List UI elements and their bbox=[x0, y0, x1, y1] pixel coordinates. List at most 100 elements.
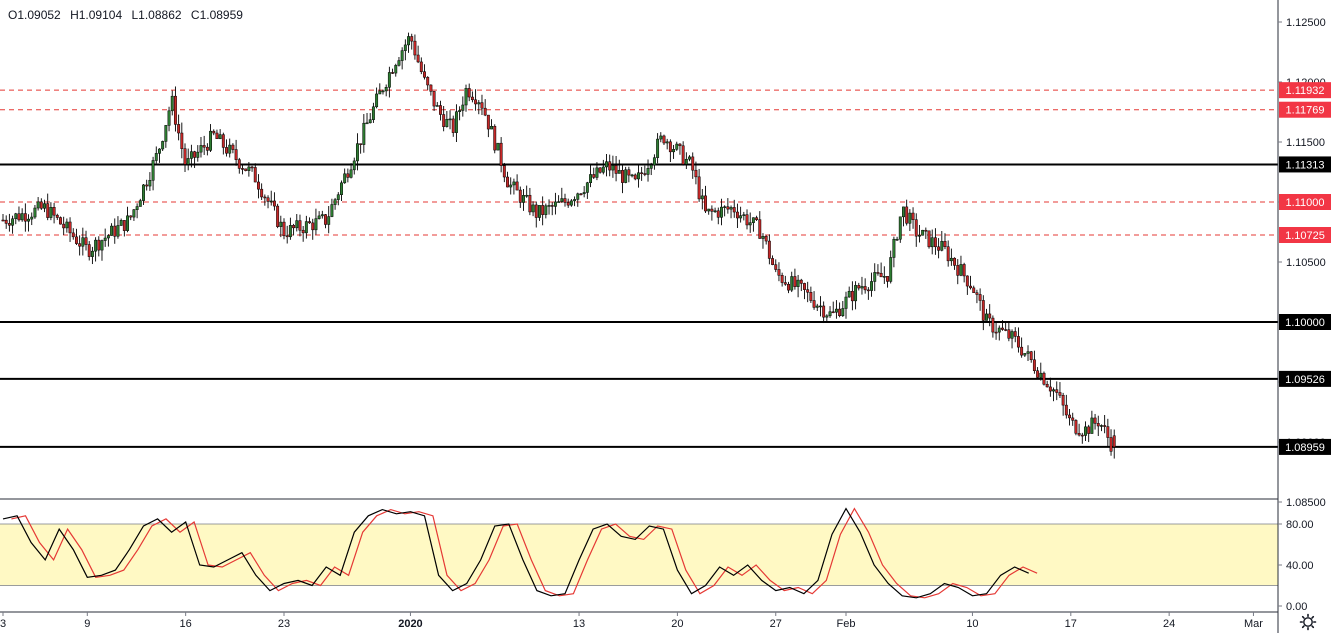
candle bbox=[1103, 415, 1107, 434]
candle-body bbox=[327, 216, 331, 225]
candle bbox=[81, 227, 85, 256]
candle-body bbox=[576, 193, 580, 200]
candle-body bbox=[930, 237, 934, 248]
candle-body bbox=[193, 151, 197, 158]
candle-body bbox=[199, 145, 203, 153]
time-tick-label: 16 bbox=[180, 618, 192, 630]
candle-body bbox=[633, 174, 637, 180]
candle-body bbox=[119, 220, 123, 226]
candle bbox=[23, 203, 27, 232]
stochastic-tick-label: 0.00 bbox=[1286, 601, 1307, 613]
candle-body bbox=[809, 292, 813, 301]
settings-gear-icon[interactable] bbox=[1299, 613, 1317, 631]
candle-body bbox=[1045, 383, 1049, 388]
time-tick-label: Feb bbox=[837, 618, 856, 630]
price-tick-label: 1.08500 bbox=[1286, 497, 1326, 509]
candle bbox=[416, 45, 420, 64]
candle-body bbox=[914, 219, 918, 237]
candle bbox=[668, 139, 672, 163]
candle-body bbox=[889, 257, 893, 282]
candle-body bbox=[646, 168, 650, 175]
candle-body bbox=[362, 122, 366, 145]
candle-body bbox=[263, 196, 267, 199]
candle-body bbox=[228, 144, 232, 154]
candle bbox=[212, 129, 216, 136]
candle-body bbox=[221, 134, 225, 148]
candle-body bbox=[688, 156, 691, 160]
candle bbox=[557, 195, 561, 203]
candle bbox=[65, 218, 69, 233]
candle bbox=[483, 99, 487, 117]
candle-body bbox=[279, 221, 283, 227]
candle bbox=[688, 155, 691, 162]
candle-body bbox=[410, 36, 414, 42]
candle bbox=[448, 110, 452, 130]
candle bbox=[969, 275, 972, 290]
candle-body bbox=[905, 206, 909, 224]
candle bbox=[866, 287, 870, 300]
candle bbox=[196, 145, 200, 162]
candle bbox=[17, 206, 21, 222]
ohlc-close-value: 1.08959 bbox=[199, 8, 243, 22]
level-price-tag bbox=[1279, 438, 1331, 455]
candle-body bbox=[847, 290, 851, 298]
candle-body bbox=[244, 168, 248, 171]
candle-body bbox=[486, 114, 490, 130]
candle-body bbox=[1100, 425, 1103, 427]
candle-body bbox=[991, 317, 995, 333]
candle-body bbox=[1004, 329, 1008, 331]
ohlc-open-value: 1.09052 bbox=[17, 8, 61, 22]
candle-body bbox=[189, 151, 193, 159]
candle-body bbox=[142, 184, 145, 201]
candle-body bbox=[541, 205, 545, 215]
candle-body bbox=[237, 159, 241, 169]
candle-body bbox=[1093, 417, 1097, 424]
candle bbox=[937, 238, 941, 259]
candle-body bbox=[62, 223, 66, 229]
candle-body bbox=[365, 122, 369, 125]
candle-body bbox=[17, 213, 21, 221]
candle bbox=[106, 234, 110, 247]
candle bbox=[263, 194, 267, 206]
candle bbox=[30, 212, 34, 226]
candle-body bbox=[739, 215, 743, 219]
candle bbox=[1010, 329, 1014, 349]
candle bbox=[886, 276, 889, 288]
candle-body bbox=[288, 225, 292, 238]
candle-body bbox=[509, 184, 513, 188]
candle bbox=[464, 84, 468, 112]
candle bbox=[74, 228, 78, 246]
candle-body bbox=[898, 216, 902, 240]
candle-body bbox=[1103, 425, 1107, 427]
candle bbox=[538, 205, 541, 221]
candle-body bbox=[400, 50, 404, 61]
candle bbox=[870, 272, 873, 297]
candle-body bbox=[499, 142, 503, 166]
candle bbox=[949, 248, 953, 266]
candle bbox=[518, 186, 522, 208]
candle bbox=[502, 162, 506, 183]
candle-body bbox=[755, 217, 759, 220]
candle-body bbox=[1029, 351, 1033, 361]
candle bbox=[1007, 321, 1011, 342]
candle-body bbox=[921, 229, 925, 236]
candle bbox=[573, 196, 577, 207]
candle bbox=[429, 84, 433, 96]
candle-body bbox=[949, 257, 953, 262]
candle bbox=[704, 185, 707, 214]
candle bbox=[1048, 377, 1052, 397]
candle-body bbox=[100, 240, 104, 251]
candle bbox=[320, 210, 324, 219]
candle-body bbox=[36, 201, 40, 209]
candle bbox=[1004, 321, 1008, 332]
candle bbox=[589, 164, 592, 188]
candle-body bbox=[474, 99, 478, 105]
candle bbox=[253, 163, 257, 183]
candle bbox=[467, 83, 471, 102]
candle-body bbox=[173, 95, 177, 125]
candle-body bbox=[799, 279, 803, 284]
candle bbox=[506, 171, 509, 188]
candle-body bbox=[164, 125, 168, 142]
candle bbox=[397, 57, 401, 67]
